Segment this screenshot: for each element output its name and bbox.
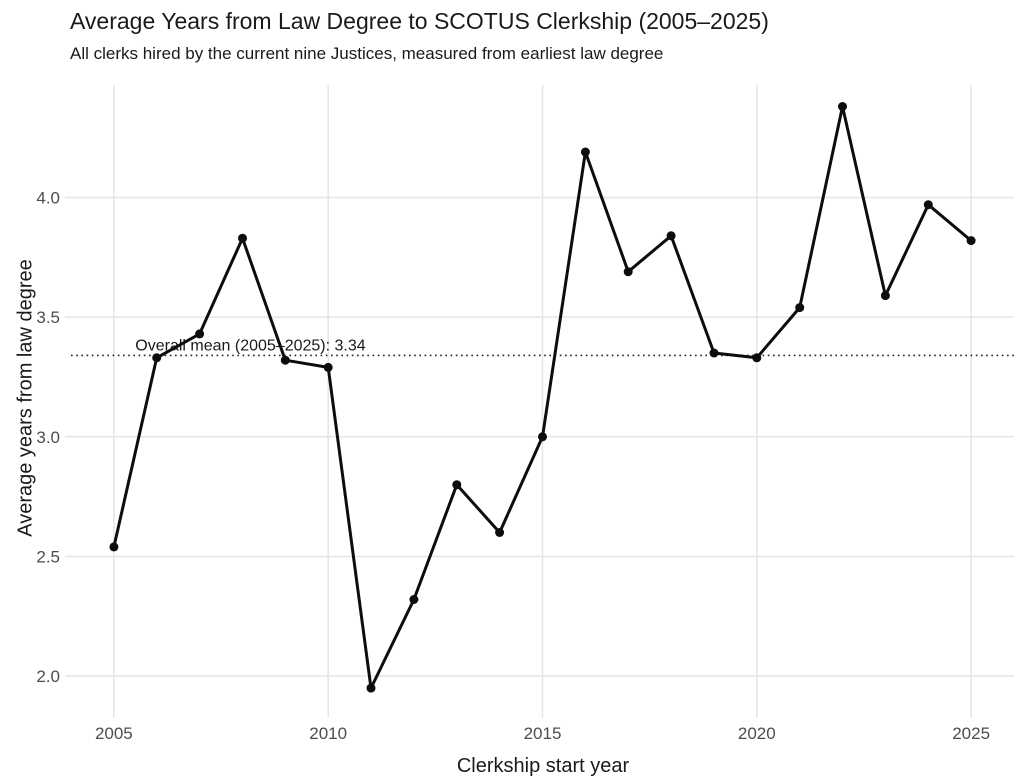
x-tick-label: 2010 [309, 724, 347, 743]
data-point [795, 303, 805, 313]
data-point [109, 542, 119, 552]
data-point [880, 291, 890, 301]
y-tick-label: 4.0 [36, 188, 60, 207]
x-tick-label: 2020 [738, 724, 776, 743]
data-point [280, 355, 290, 365]
y-tick-label: 2.5 [36, 547, 60, 566]
data-point [666, 231, 676, 241]
x-tick-label: 2005 [95, 724, 133, 743]
mean-line-label: Overall mean (2005–2025): 3.34 [135, 337, 365, 354]
data-point [452, 480, 462, 490]
data-point [538, 432, 547, 442]
data-point [752, 353, 762, 363]
data-point [195, 329, 205, 339]
y-axis-title: Average years from law degree [14, 259, 37, 537]
data-point [923, 200, 933, 210]
x-axis-title: Clerkship start year [456, 755, 630, 777]
data-point [409, 595, 419, 604]
data-point [238, 233, 247, 243]
data-point [838, 102, 847, 111]
chart-subtitle: All clerks hired by the current nine Jus… [70, 44, 664, 63]
data-point [709, 348, 719, 358]
data-point [323, 362, 333, 372]
x-tick-label: 2015 [524, 724, 562, 743]
chart-title: Average Years from Law Degree to SCOTUS … [70, 8, 769, 34]
y-tick-label: 3.5 [36, 308, 60, 327]
y-tick-label: 2.0 [36, 667, 60, 686]
data-point [366, 683, 376, 693]
data-point [623, 267, 633, 277]
data-point [966, 236, 976, 246]
y-tick-label: 3.0 [36, 428, 60, 447]
data-point [152, 353, 162, 363]
data-point [580, 147, 590, 157]
x-tick-label: 2025 [952, 724, 990, 743]
data-point [495, 528, 505, 537]
